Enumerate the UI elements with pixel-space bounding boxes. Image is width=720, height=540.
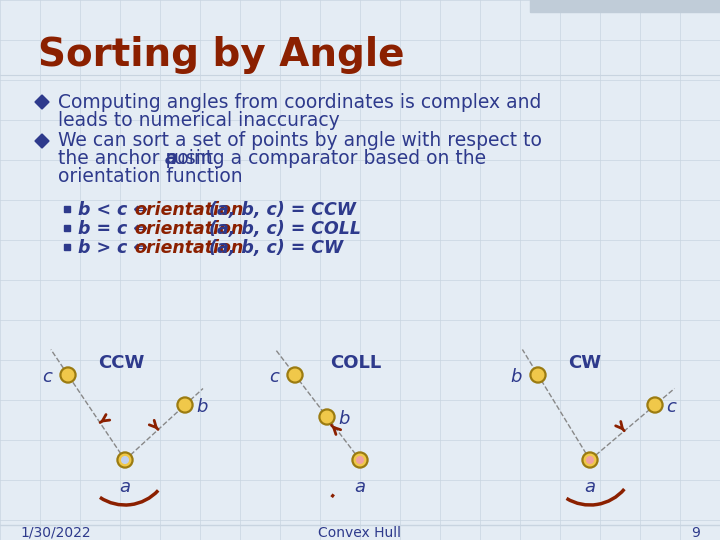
- Circle shape: [120, 454, 131, 466]
- Text: b < c ⇔: b < c ⇔: [78, 201, 154, 219]
- Text: using a comparator based on the: using a comparator based on the: [174, 150, 486, 168]
- Circle shape: [177, 397, 193, 413]
- Text: orientation: orientation: [134, 220, 243, 238]
- Circle shape: [652, 402, 658, 408]
- Text: leads to numerical inaccuracy: leads to numerical inaccuracy: [58, 111, 340, 130]
- Circle shape: [292, 372, 298, 379]
- Text: (a, b, c) = COLL: (a, b, c) = COLL: [209, 220, 361, 238]
- Circle shape: [354, 454, 366, 466]
- Circle shape: [289, 369, 301, 381]
- Text: b = c ⇔: b = c ⇔: [78, 220, 154, 238]
- Circle shape: [582, 452, 598, 468]
- Text: c: c: [666, 398, 676, 416]
- Circle shape: [356, 457, 364, 463]
- Text: b: b: [196, 398, 207, 416]
- Text: Sorting by Angle: Sorting by Angle: [38, 36, 405, 74]
- Bar: [64, 225, 70, 231]
- Circle shape: [65, 372, 71, 379]
- Circle shape: [649, 399, 661, 411]
- Circle shape: [324, 414, 330, 420]
- Text: b: b: [338, 410, 349, 428]
- Text: c: c: [269, 368, 279, 386]
- Text: b: b: [510, 368, 522, 386]
- Bar: [530, 0, 720, 12]
- Text: a: a: [585, 478, 595, 496]
- Text: Computing angles from coordinates is complex and: Computing angles from coordinates is com…: [58, 92, 541, 111]
- Text: a: a: [120, 478, 130, 496]
- Circle shape: [352, 452, 368, 468]
- Circle shape: [117, 452, 133, 468]
- Circle shape: [647, 397, 663, 413]
- Text: b > c ⇔: b > c ⇔: [78, 239, 154, 257]
- Circle shape: [532, 369, 544, 381]
- Text: the anchor point: the anchor point: [58, 150, 219, 168]
- Bar: [64, 244, 70, 250]
- Text: (a, b, c) = CW: (a, b, c) = CW: [209, 239, 343, 257]
- Circle shape: [62, 369, 73, 381]
- Text: 1/30/2022: 1/30/2022: [20, 526, 91, 540]
- Text: 9: 9: [691, 526, 700, 540]
- Text: orientation: orientation: [134, 239, 243, 257]
- Polygon shape: [35, 95, 49, 109]
- Circle shape: [530, 367, 546, 383]
- Polygon shape: [35, 134, 49, 148]
- Text: a: a: [165, 150, 178, 168]
- Circle shape: [535, 372, 541, 379]
- Circle shape: [287, 367, 303, 383]
- Circle shape: [319, 409, 335, 425]
- Circle shape: [60, 367, 76, 383]
- Text: We can sort a set of points by angle with respect to: We can sort a set of points by angle wit…: [58, 132, 542, 151]
- Text: Convex Hull: Convex Hull: [318, 526, 402, 540]
- Text: CW: CW: [568, 354, 601, 372]
- Circle shape: [181, 402, 189, 408]
- Circle shape: [584, 454, 595, 466]
- Text: COLL: COLL: [330, 354, 382, 372]
- Text: orientation: orientation: [134, 201, 243, 219]
- Text: c: c: [42, 368, 52, 386]
- Circle shape: [122, 457, 128, 463]
- Text: CCW: CCW: [98, 354, 145, 372]
- Text: orientation function: orientation function: [58, 167, 243, 186]
- Text: a: a: [354, 478, 366, 496]
- Circle shape: [321, 411, 333, 423]
- Bar: [64, 206, 70, 212]
- Circle shape: [179, 399, 191, 411]
- Circle shape: [587, 457, 593, 463]
- Text: (a, b, c) = CCW: (a, b, c) = CCW: [209, 201, 356, 219]
